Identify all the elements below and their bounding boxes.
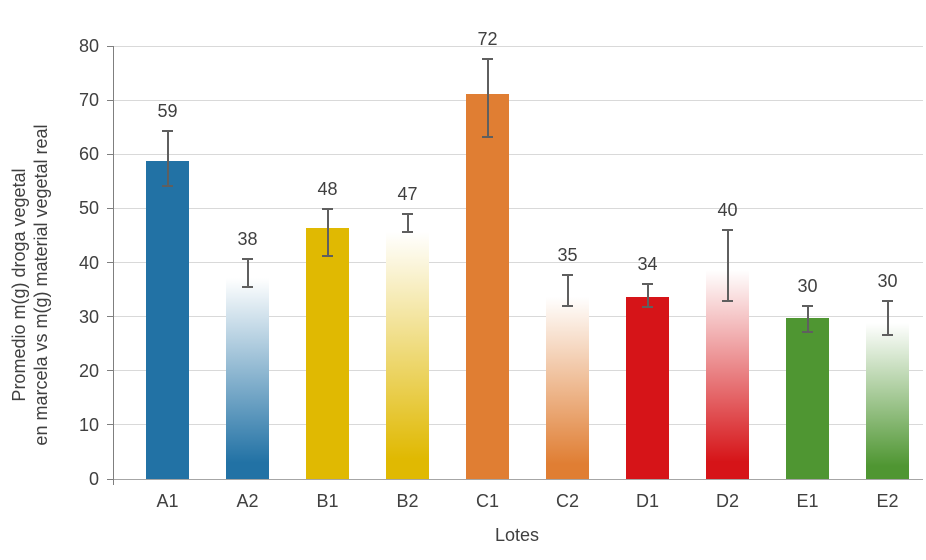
- error-bar-cap-bottom: [482, 136, 493, 139]
- bar-a2: [226, 274, 269, 479]
- value-label-c2: 35: [557, 244, 578, 265]
- gridline-50: [114, 207, 923, 209]
- error-bar-a1: [166, 130, 169, 187]
- y-axis-tick-70: [107, 99, 114, 101]
- plot-area: 0 10 20 30 40 50 60 70 80 59 A1 38 A2 48 B1 47 B2 72 C1 35 C…: [79, 29, 923, 511]
- category-label-e1: E1: [796, 491, 819, 511]
- error-bar-cap-bottom: [802, 330, 813, 333]
- error-bar-cap-bottom: [162, 184, 173, 187]
- error-bar-cap-bottom: [882, 334, 893, 337]
- error-bar-cap-top: [482, 57, 493, 60]
- bar-c1: [466, 93, 509, 479]
- error-bar-cap-bottom: [402, 231, 413, 234]
- error-bar-d1: [646, 283, 649, 308]
- bar-c2: [546, 293, 589, 479]
- value-label-b1: 48: [317, 178, 338, 199]
- gridline-40: [114, 262, 923, 263]
- y-axis-tick-10: [107, 424, 114, 426]
- y-axis-title: Promedio m(g) droga vegetal en marcela v…: [8, 124, 52, 445]
- y-tick-label-10: 10: [78, 414, 99, 435]
- error-bar-cap-top: [722, 228, 733, 231]
- error-bar-cap-bottom: [642, 305, 653, 308]
- bar-a1: [146, 160, 189, 479]
- error-bar-cap-bottom: [322, 255, 333, 258]
- x-axis-title: Lotes: [494, 525, 540, 545]
- y-tick-label-30: 30: [78, 306, 99, 327]
- error-bar-e1: [806, 305, 809, 333]
- category-label-a2: A2: [236, 491, 259, 511]
- error-bar-cap-top: [882, 299, 893, 302]
- y-axis-tick-40: [107, 262, 114, 263]
- y-axis-tick-50: [107, 207, 114, 209]
- value-label-e1: 30: [797, 276, 818, 297]
- y-tick-label-0: 0: [88, 469, 99, 489]
- category-label-d2: D2: [715, 491, 740, 511]
- y-tick-label-20: 20: [78, 360, 99, 381]
- gridline-20: [114, 370, 923, 372]
- bar-b1: [306, 228, 349, 479]
- error-bar-cap-bottom: [722, 300, 733, 303]
- value-label-c1: 72: [477, 28, 498, 49]
- category-label-c1: C1: [475, 491, 500, 511]
- value-label-d2: 40: [717, 199, 738, 220]
- y-tick-label-40: 40: [78, 252, 99, 273]
- value-label-a2: 38: [237, 229, 258, 250]
- bar-b2: [386, 226, 429, 479]
- error-bar-cap-bottom: [242, 285, 253, 288]
- y-axis-tick-80: [107, 45, 114, 47]
- error-bar-cap-top: [802, 305, 813, 308]
- gridline-60: [114, 153, 923, 155]
- y-axis-title-line1: Promedio m(g) droga vegetal: [9, 168, 29, 402]
- error-bar-cap-top: [242, 258, 253, 261]
- y-axis-tick-30: [107, 316, 114, 318]
- error-bar-cap-top: [162, 130, 173, 133]
- error-bar-cap-top: [562, 273, 573, 276]
- category-label-b2: B2: [396, 491, 419, 511]
- error-bar-cap-top: [642, 283, 653, 286]
- gridline-30: [114, 316, 923, 318]
- y-axis-tick-0: [107, 478, 114, 480]
- category-label-a1: A1: [156, 491, 179, 511]
- error-bar-b2: [406, 213, 409, 234]
- error-bar-c2: [566, 273, 569, 307]
- category-label-b1: B1: [316, 491, 339, 511]
- error-bar-c1: [486, 57, 489, 139]
- category-label-e2: E2: [876, 491, 899, 511]
- category-label-c2: C2: [555, 491, 580, 511]
- x-axis-tick: [113, 479, 114, 485]
- y-tick-label-60: 60: [78, 144, 99, 165]
- bar-e1: [786, 317, 829, 479]
- y-axis-tick-20: [107, 370, 114, 372]
- error-bar-cap-bottom: [562, 304, 573, 307]
- gridline-10: [114, 424, 923, 426]
- bar-e2: [866, 319, 909, 479]
- y-axis-tick-60: [107, 153, 114, 155]
- y-tick-label-70: 70: [78, 90, 99, 111]
- y-tick-label-50: 50: [78, 198, 99, 219]
- error-bar-cap-top: [402, 213, 413, 216]
- category-label-d1: D1: [635, 491, 660, 511]
- y-axis-title-line2: en marcela vs m(g) material vegetal real: [31, 124, 51, 446]
- gridline-80: [114, 45, 923, 47]
- bar-d1: [626, 296, 669, 479]
- error-bar-a2: [246, 258, 249, 288]
- error-bar-cap-top: [322, 207, 333, 210]
- value-label-e2: 30: [877, 270, 898, 291]
- gridline-70: [114, 99, 923, 101]
- error-bar-d2: [726, 228, 729, 303]
- value-label-d1: 34: [637, 254, 658, 275]
- value-label-b2: 47: [397, 184, 418, 205]
- error-bar-b1: [326, 207, 329, 258]
- value-label-a1: 59: [157, 101, 178, 122]
- error-bar-e2: [886, 299, 889, 337]
- y-tick-label-80: 80: [78, 36, 99, 56]
